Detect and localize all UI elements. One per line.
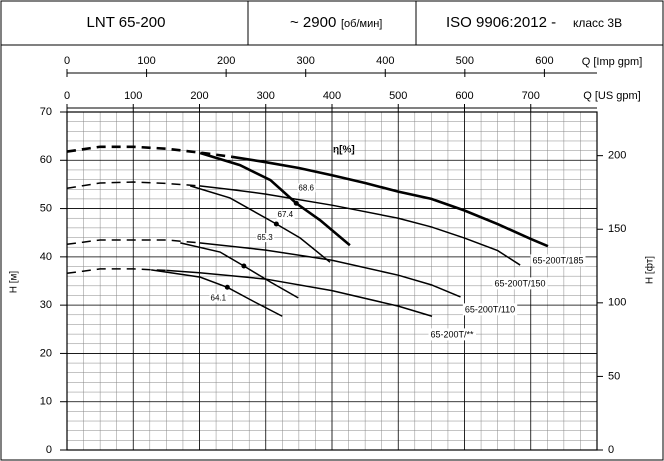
- x-tick-label: 0: [64, 90, 70, 102]
- x2-tick-label: 300: [297, 55, 315, 67]
- curve: [166, 269, 433, 317]
- efficiency-label: 64.1: [211, 293, 227, 302]
- curve-dashed: [66, 268, 167, 275]
- y-label: H [м]: [9, 271, 20, 294]
- series-label: 65-200T/185: [532, 255, 583, 265]
- x2-tick-label: 400: [376, 55, 394, 67]
- efficiency-point: [293, 200, 299, 206]
- x2-tick-label: 600: [535, 55, 553, 67]
- x2-tick-label: 0: [64, 55, 70, 67]
- y-tick-label: 40: [40, 251, 52, 263]
- x-tick-label: 200: [190, 90, 208, 102]
- x2-tick-label: 500: [456, 55, 474, 67]
- curve: [199, 242, 461, 298]
- class: класс 3В: [573, 16, 622, 30]
- speed: ~ 2900: [290, 14, 336, 31]
- x2-label: Q [Imp gpm]: [582, 56, 643, 68]
- y-tick-label: 0: [46, 444, 52, 456]
- efficiency-label-bg: [276, 210, 295, 220]
- curve: [199, 151, 351, 247]
- y2-label: H [фт]: [644, 256, 656, 284]
- y2-tick-label: 200: [608, 150, 626, 162]
- efficiency-point: [241, 263, 247, 269]
- series-label-bg: [492, 277, 548, 290]
- y-tick-label: 50: [40, 202, 52, 214]
- x2-tick-label: 100: [137, 55, 155, 67]
- standard: ISO 9906:2012 -: [446, 14, 556, 31]
- speed-unit: [об/мин]: [341, 18, 382, 30]
- y-tick-label: 60: [40, 154, 52, 166]
- series-label: 65-200T/150: [494, 278, 545, 288]
- efficiency-label-bg: [297, 183, 316, 193]
- curve: [199, 185, 521, 266]
- plot-frame: [66, 111, 598, 451]
- curve-dashed: [66, 181, 200, 190]
- series-label: 65-200T/110: [465, 304, 515, 314]
- y2-tick-label: 0: [608, 444, 614, 456]
- y2-tick-label: 100: [608, 297, 626, 309]
- series-label-bg: [462, 303, 518, 316]
- x-tick-label: 400: [323, 90, 341, 102]
- x-tick-label: 700: [522, 90, 540, 102]
- efficiency-point: [273, 221, 279, 227]
- series-label: 65-200T/**: [430, 329, 474, 339]
- x-tick-label: 300: [257, 90, 275, 102]
- efficiency-label-bg: [256, 233, 275, 243]
- y-tick-label: 20: [40, 347, 52, 359]
- series-label-bg: [428, 328, 477, 341]
- x-tick-label: 600: [455, 90, 473, 102]
- y-tick-label: 30: [40, 299, 52, 311]
- x-tick-label: 100: [124, 90, 142, 102]
- y-tick-label: 10: [40, 396, 52, 408]
- efficiency-label-bg: [209, 293, 228, 303]
- x2-tick-label: 200: [217, 55, 235, 67]
- efficiency-label: 67.4: [278, 210, 294, 219]
- efficiency-label: 65.3: [257, 233, 273, 242]
- efficiency-point: [224, 284, 230, 290]
- y2-tick-label: 50: [608, 370, 620, 382]
- x-label: Q [US gpm]: [583, 90, 640, 102]
- efficiency-label: η[%]: [333, 145, 355, 156]
- x-tick-label: 500: [389, 90, 407, 102]
- curve: [232, 155, 549, 248]
- y2-tick-label: 150: [608, 223, 626, 235]
- model: LNT 65-200: [87, 14, 166, 31]
- efficiency-label: 68.6: [298, 183, 314, 192]
- series-label-bg: [530, 254, 586, 267]
- y-tick-label: 70: [40, 106, 52, 118]
- curve-dashed: [66, 239, 200, 246]
